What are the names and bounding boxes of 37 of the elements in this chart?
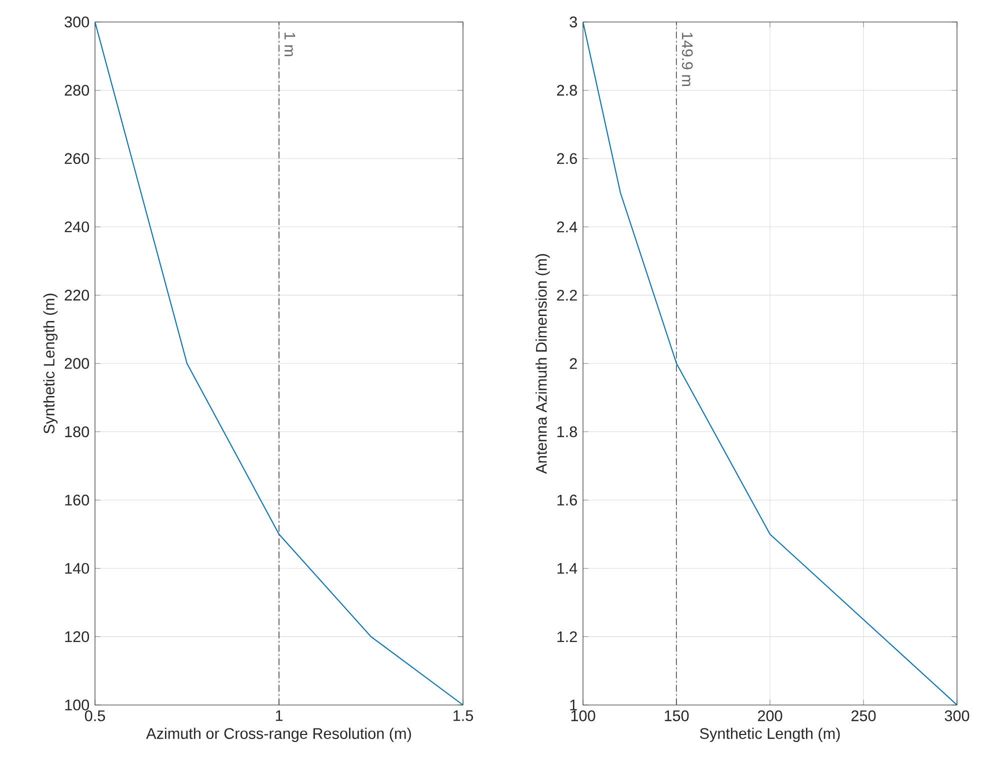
y-tick-label: 160	[65, 494, 90, 506]
y-tick-label: 2.6	[557, 153, 577, 164]
line-series	[583, 22, 958, 705]
y-axis-title: Synthetic Length (m)	[43, 294, 58, 434]
y-tick-label: 2.4	[557, 222, 578, 232]
x-tick-label: 200	[758, 710, 782, 722]
y-axis-title: Antenna Azimuth Dimension (m)	[536, 254, 550, 474]
y-tick-label: 1.6	[557, 494, 577, 506]
y-tick-label: 300	[64, 16, 90, 28]
y-tick-label: 260	[64, 153, 90, 164]
y-tick-label: 220	[64, 290, 90, 301]
y-tick-label: 100	[65, 700, 90, 710]
y-tick-label: 180	[65, 426, 90, 438]
y-tick-label: 120	[65, 631, 90, 642]
x-tick-label: 150	[664, 710, 689, 722]
y-tick-label: 2.8	[557, 84, 577, 96]
x-tick-label: 1	[276, 710, 283, 721]
x-axis-title: Synthetic Length (m)	[700, 728, 840, 742]
y-tick-label: 1.2	[557, 631, 577, 642]
y-tick-label: 1.4	[557, 563, 578, 574]
y-tick-label: 280	[64, 84, 90, 96]
x-tick-label: 300	[944, 710, 970, 722]
line-series	[95, 22, 464, 705]
y-tick-label: 2	[570, 358, 577, 369]
ref-line-label: 149.9 m	[682, 32, 693, 86]
y-tick-label: 140	[65, 562, 90, 574]
y-tick-label: 1.8	[557, 426, 577, 438]
x-tick-label: 250	[851, 710, 876, 722]
ref-line-label: 1 m	[284, 32, 296, 56]
x-axis-title: Azimuth or Cross-range Resolution (m)	[146, 728, 411, 742]
x-tick-label: 1.5	[454, 710, 474, 722]
y-tick-label: 2.2	[557, 290, 577, 301]
y-tick-label: 200	[64, 358, 90, 369]
x-tick-label: 0.5	[84, 710, 106, 722]
y-tick-label: 3	[570, 16, 577, 28]
y-tick-label: 240	[64, 221, 90, 232]
y-tick-label: 1	[570, 700, 577, 710]
